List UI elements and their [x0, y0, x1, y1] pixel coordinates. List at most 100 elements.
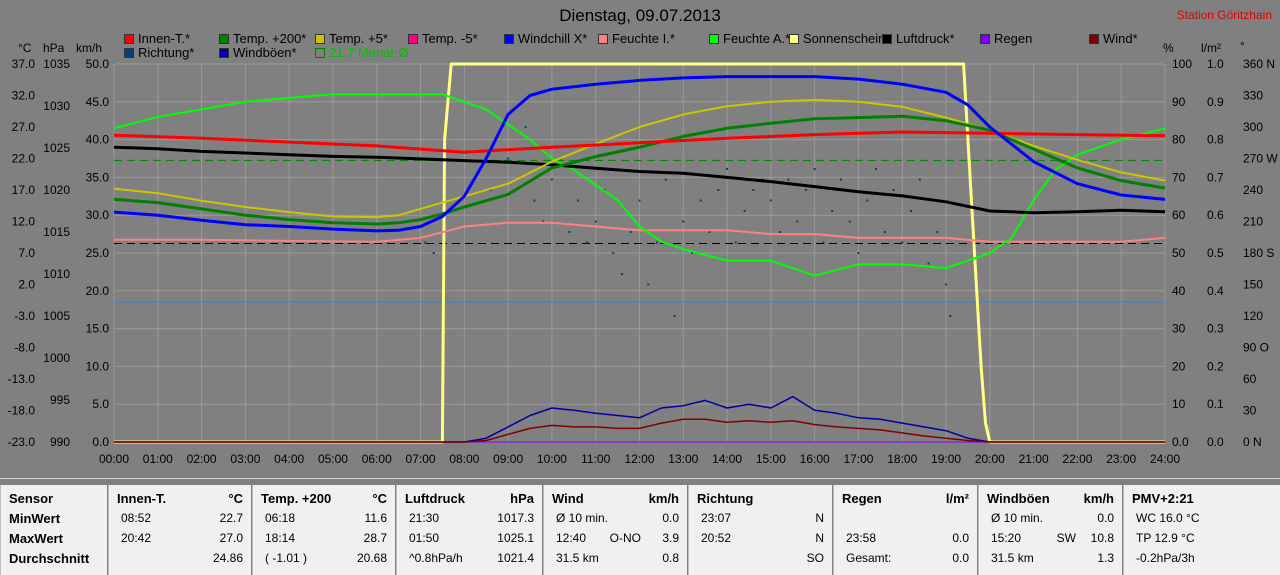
direction-axis-label: 240 [1243, 183, 1263, 197]
chart-svg: 00:00 01:00 02:00 03:00 04:00 05:00 06:00 07:00… [8, 57, 1279, 466]
stats-row [842, 511, 969, 527]
legend-item: Sonnenschein [789, 32, 885, 46]
stats-panel-title: Windböen [987, 491, 1050, 506]
series-point-richtung [927, 262, 930, 265]
stats-cell-value: 0.0 [662, 511, 679, 525]
stats-panel-title: Sensor [9, 491, 54, 506]
direction-axis-label: 90 O [1243, 341, 1269, 355]
temp-axis-label: -23.0 [8, 435, 36, 449]
direction-axis-label: 60 [1243, 372, 1257, 386]
rain-axis-label: 0.5 [1207, 246, 1224, 260]
stats-row: MaxWert [9, 531, 99, 547]
stats-cell-value: 27.0 [219, 531, 243, 545]
series-point-richtung [682, 220, 685, 223]
legend-label: Temp. +5* [329, 31, 388, 46]
legend-swatch [789, 34, 799, 44]
stats-cell-value: 1.3 [1097, 551, 1114, 565]
stats-row: 08:52 22.7 [117, 511, 243, 527]
stats-panel-unit: °C [372, 491, 387, 506]
stats-row: 12:40 O-NO 3.9 [552, 531, 679, 547]
series-point-richtung [717, 189, 720, 191]
series-point-richtung [691, 252, 694, 254]
pressure-axis-label: 1020 [43, 183, 70, 197]
series-point-richtung [883, 231, 886, 233]
stats-cell-value: 10.8 [1090, 531, 1114, 545]
station-name: Station Göritzhain [1176, 8, 1272, 22]
stats-cell-value: 0.0 [952, 551, 969, 565]
series-point-richtung [778, 231, 781, 233]
wind-axis-label: 25.0 [86, 246, 110, 260]
humidity-axis-label: 50 [1172, 246, 1186, 260]
x-tick-label: 11:00 [581, 452, 610, 466]
direction-axis-label: 30 [1243, 404, 1257, 418]
pressure-axis-label: 1025 [43, 141, 70, 155]
stats-panel-title: Wind [552, 491, 584, 506]
unit-rain: l/m² [1201, 41, 1221, 55]
stats-panel-header: Windböen km/h [987, 491, 1114, 506]
series-point-richtung [874, 168, 877, 170]
pressure-axis-label: 995 [50, 393, 70, 407]
series-point-richtung [743, 210, 746, 212]
wind-axis-label: 30.0 [86, 208, 110, 222]
series-point-richtung [901, 241, 904, 244]
stats-cell-label: 20:42 [121, 531, 152, 545]
stats-panel-regen: Regen l/m² 23:58 0.0 Gesamt: 0.0 [833, 485, 977, 575]
series-line-windb-en [114, 395, 1165, 443]
stats-cell-mid: O-NO [609, 531, 641, 545]
series-point-richtung [638, 199, 641, 202]
series-point-richtung [857, 252, 860, 254]
series-line-windchill-x [113, 75, 1166, 233]
temp-axis-label: 32.0 [12, 89, 36, 103]
x-tick-label: 17:00 [843, 452, 873, 466]
humidity-axis-label: 0.0 [1172, 435, 1189, 449]
stats-cell-value: 0.8 [662, 551, 679, 565]
x-tick-label: 18:00 [887, 452, 917, 466]
legend-item: Innen-T.* [124, 32, 190, 46]
stats-cell-value: 0.0 [952, 531, 969, 545]
series-line-sonnenschein [114, 62, 1165, 444]
series-line-temp-200 [113, 114, 1166, 226]
pressure-axis-label: 1035 [43, 57, 70, 71]
stats-row: 20:52 N [697, 531, 824, 547]
series-point-richtung [664, 178, 667, 181]
temp-axis-label: 37.0 [12, 57, 36, 71]
x-tick-label: 04:00 [274, 452, 304, 466]
legend-item: Wind* [1089, 32, 1138, 46]
stats-panel-header: Temp. +200 °C [261, 491, 387, 506]
series-point-richtung [936, 231, 939, 233]
series-point-richtung [769, 199, 772, 202]
legend-swatch [882, 34, 892, 44]
legend-item: Richtung* [124, 46, 194, 60]
stats-cell-label: 31.5 km [556, 551, 599, 565]
legend-swatch [408, 34, 418, 44]
legend-item: Windböen* [219, 46, 297, 60]
x-tick-label: 03:00 [230, 452, 260, 466]
pressure-axis-label: 1000 [43, 351, 70, 365]
stats-row: TP 12.9 °C [1132, 531, 1272, 547]
series-point-richtung [726, 168, 729, 170]
temp-axis-label: 2.0 [18, 278, 35, 292]
stats-cell-label: Gesamt: [846, 551, 892, 565]
stats-cell-value: 1025.1 [497, 531, 534, 545]
direction-axis-label: 0 N [1243, 435, 1262, 449]
stats-cell-label: -0.2hPa/3h [1136, 551, 1195, 565]
stats-row: -0.2hPa/3h [1132, 551, 1272, 567]
stats-row: Ø 10 min. 0.0 [552, 511, 679, 527]
series-point-richtung [620, 273, 623, 275]
stats-cell-label: 23:07 [701, 511, 732, 525]
rain-axis-label: 0.9 [1207, 95, 1224, 109]
stats-row: Ø 10 min. 0.0 [987, 511, 1114, 527]
stats-cell-label: 23:58 [846, 531, 877, 545]
legend-label: Feuchte A.* [723, 31, 791, 46]
series-point-richtung [734, 241, 737, 244]
rain-axis-label: 0.3 [1207, 322, 1224, 336]
series-point-richtung [796, 220, 799, 223]
wind-axis-label: 45.0 [86, 95, 110, 109]
series-point-richtung [568, 231, 571, 233]
rain-axis-label: 0.0 [1207, 435, 1224, 449]
temp-axis-label: -8.0 [14, 341, 35, 355]
series-point-richtung [910, 210, 913, 212]
series-point-richtung [577, 199, 580, 202]
unit-humidity: % [1163, 41, 1174, 55]
stats-panel-title: Richtung [697, 491, 754, 506]
